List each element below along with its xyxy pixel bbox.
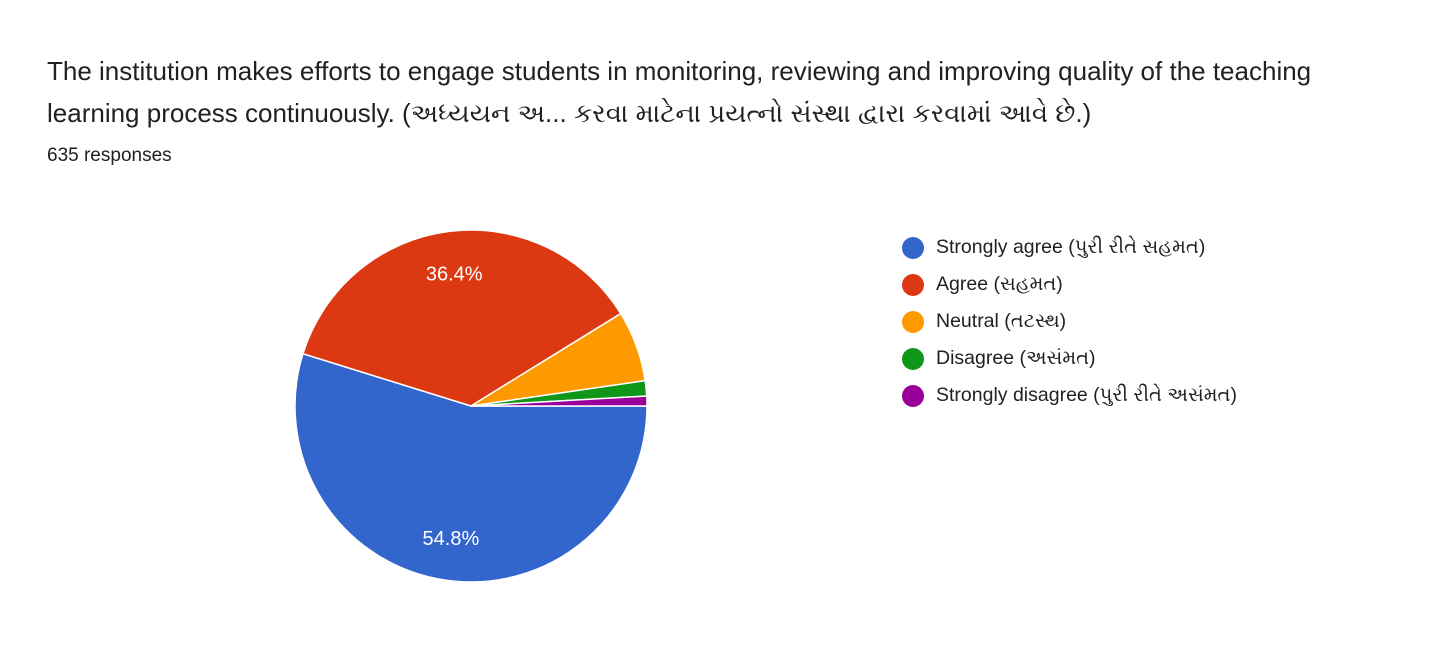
legend-swatch	[902, 273, 924, 296]
legend-swatch	[902, 347, 924, 370]
slice-percent-label: 54.8%	[423, 528, 480, 550]
legend-item[interactable]: Neutral (તટસ્થ)	[902, 303, 1237, 340]
legend-swatch	[902, 384, 924, 407]
legend-item[interactable]: Disagree (અસંમત)	[902, 340, 1237, 377]
legend-swatch	[902, 310, 924, 333]
legend-label: Agree (સહમત)	[936, 273, 1063, 295]
legend-swatch	[902, 236, 924, 259]
pie-slice[interactable]	[470, 395, 648, 407]
pie-slice[interactable]	[294, 352, 648, 583]
legend-item[interactable]: Strongly disagree (પુરી રીતે અસંમત)	[902, 377, 1237, 414]
chart-legend: Strongly agree (પુરી રીતે સહમત) Agree (સહ…	[902, 229, 1237, 414]
slice-percent-label: 36.4%	[426, 263, 483, 285]
legend-label: Disagree (અસંમત)	[936, 347, 1096, 369]
responses-count: 635 responses	[47, 145, 172, 166]
chart-title: The institution makes efforts to engage …	[47, 56, 1312, 128]
legend-item[interactable]: Agree (સહમત)	[902, 266, 1237, 303]
legend-item[interactable]: Strongly agree (પુરી રીતે સહમત)	[902, 229, 1237, 266]
legend-label: Strongly agree (પુરી રીતે સહમત)	[936, 236, 1206, 258]
legend-label: Neutral (તટસ્થ)	[936, 310, 1067, 332]
legend-label: Strongly disagree (પુરી રીતે અસંમત)	[936, 384, 1237, 406]
